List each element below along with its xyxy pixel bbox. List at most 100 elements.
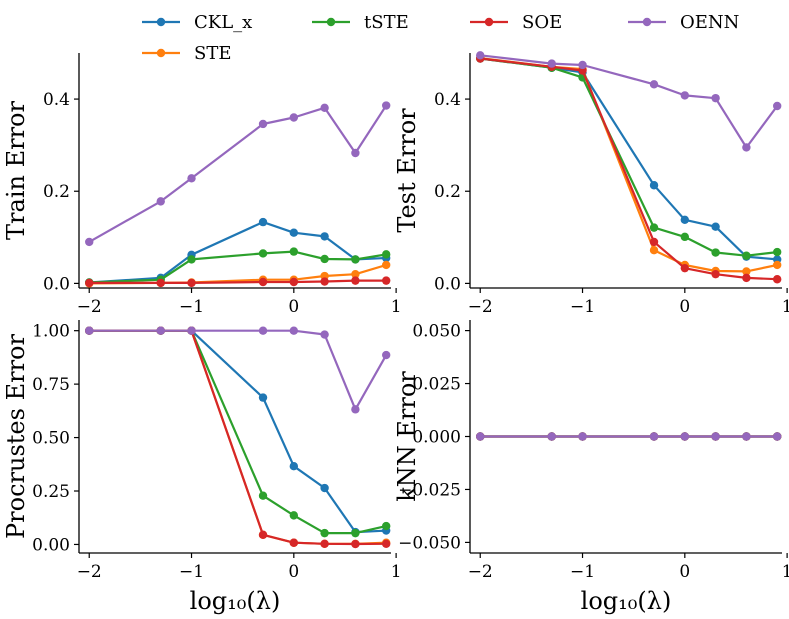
series-oenn: [476, 51, 782, 152]
data-point-oenn: [742, 432, 751, 441]
data-point-ckl-x: [680, 215, 690, 225]
y-tick-label: 0.2: [43, 182, 70, 202]
y-tick-label: 0.2: [434, 182, 461, 202]
series-line-oenn: [88, 104, 388, 243]
data-point-tste: [187, 255, 196, 264]
panel-train: −2 −1 0 1 0.0 0.2 0.4 Train Error: [2, 53, 402, 317]
series-ste: [476, 53, 782, 276]
y-tick-label: 1.00: [32, 322, 70, 342]
data-point-ckl-x: [320, 232, 329, 241]
data-point-ste: [742, 267, 751, 276]
data-point-oenn: [351, 148, 360, 158]
data-point-oenn: [680, 432, 690, 441]
data-point-soe: [258, 277, 268, 287]
data-point-oenn: [578, 60, 587, 70]
data-point-tste: [649, 223, 659, 232]
data-point-oenn: [649, 432, 659, 441]
panel-knn: −2 −1 0 1 −0.050 −0.025 0.000 0.025 0.050 kNN Err…: [393, 320, 789, 615]
data-point-soe: [187, 278, 196, 288]
y-axis-label: kNN Error: [393, 371, 421, 502]
data-point-ste: [381, 260, 391, 270]
data-point-soe: [289, 277, 299, 287]
series-tste: [85, 326, 391, 538]
data-point-soe: [320, 277, 329, 286]
series-ckl-x: [85, 326, 391, 537]
x-axis-label: log₁₀(λ): [190, 587, 281, 615]
data-point-ckl-x: [649, 181, 659, 190]
y-tick-label: 0.0: [434, 274, 461, 294]
data-point-ste: [351, 269, 360, 279]
x-tick-label: −2: [77, 562, 102, 582]
data-point-oenn: [187, 174, 196, 183]
series-oenn: [476, 432, 782, 441]
data-point-soe: [381, 276, 391, 285]
data-point-oenn: [187, 326, 196, 335]
data-point-ckl-x: [320, 483, 329, 493]
data-point-ckl-x: [258, 393, 268, 402]
data-point-oenn: [320, 330, 329, 339]
data-point-soe: [680, 263, 690, 273]
x-axis-label: log₁₀(λ): [581, 587, 672, 615]
data-point-soe: [351, 276, 360, 285]
series-oenn: [85, 101, 391, 247]
data-point-tste: [680, 232, 690, 242]
series-soe: [85, 276, 391, 288]
y-tick-label: 0.25: [32, 482, 70, 502]
data-point-soe: [351, 539, 360, 549]
data-point-tste: [258, 249, 268, 258]
data-point-oenn: [649, 80, 659, 89]
series-line-oenn: [480, 54, 779, 149]
y-tick-label: 0.0: [43, 274, 70, 294]
y-tick-label: 0.4: [434, 90, 461, 110]
y-axis-label: Procrustes Error: [2, 334, 30, 539]
legend-entry-oenn: OENN: [628, 12, 739, 33]
x-tick-label: −2: [77, 297, 102, 317]
data-point-ckl-x: [258, 217, 268, 227]
data-point-tste: [258, 491, 268, 500]
x-tick-label: 1: [782, 297, 789, 317]
series-ckl-x: [85, 217, 391, 287]
data-point-oenn: [85, 326, 94, 335]
y-axis-label: Test Error: [393, 108, 421, 233]
legend-marker-ckl-x: [156, 17, 166, 27]
panels: −2 −1 0 1 0.0 0.2 0.4 Train Error −2 −1 0 1 0.0 0.2 0.…: [2, 51, 789, 615]
panel-test: −2 −1 0 1 0.0 0.2 0.4 Test Error: [393, 51, 789, 317]
legend-entry-ste: STE: [142, 43, 231, 64]
legend: CKL_x tSTE SOE OENN STE: [142, 12, 739, 64]
x-tick-label: 0: [679, 562, 690, 582]
legend-label-oenn: OENN: [680, 12, 739, 33]
legend-label-ckl-x: CKL_x: [194, 12, 252, 33]
y-tick-label: 0.00: [32, 535, 70, 555]
y-tick-label: 0.000: [412, 428, 461, 448]
x-tick-label: −1: [179, 562, 204, 582]
data-point-ste: [772, 260, 782, 270]
series-soe: [476, 54, 782, 284]
data-point-oenn: [258, 119, 268, 129]
legend-entry-tste: tSTE: [312, 12, 409, 33]
y-tick-label: 0.025: [412, 375, 461, 395]
y-tick-label: −0.050: [398, 533, 461, 553]
x-tick-label: −2: [468, 297, 493, 317]
data-point-oenn: [289, 113, 299, 122]
series-tste: [476, 54, 782, 260]
data-point-tste: [742, 251, 751, 260]
data-point-tste: [711, 248, 720, 257]
series-oenn: [85, 326, 391, 414]
x-tick-label: −1: [179, 297, 204, 317]
data-point-tste: [289, 511, 299, 520]
data-point-soe: [742, 273, 751, 283]
data-point-soe: [156, 278, 165, 288]
legend-label-tste: tSTE: [364, 12, 409, 33]
data-point-oenn: [772, 101, 782, 111]
series-line-tste: [480, 57, 778, 257]
data-point-tste: [381, 521, 391, 531]
y-tick-label: −0.025: [398, 480, 461, 500]
y-tick-label: 0.75: [32, 375, 70, 395]
legend-marker-tste: [326, 17, 336, 27]
data-point-oenn: [156, 197, 165, 206]
data-point-oenn: [289, 326, 299, 335]
series-line-soe: [89, 279, 387, 284]
data-point-oenn: [476, 432, 485, 441]
data-point-oenn: [381, 101, 391, 110]
